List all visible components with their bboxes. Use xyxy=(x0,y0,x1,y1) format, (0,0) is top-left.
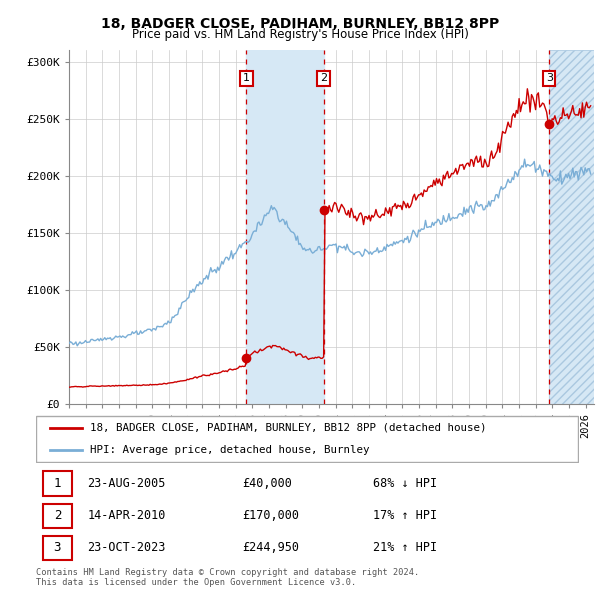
Bar xyxy=(247,50,324,404)
Text: 2: 2 xyxy=(53,509,61,522)
Text: 18, BADGER CLOSE, PADIHAM, BURNLEY, BB12 8PP (detached house): 18, BADGER CLOSE, PADIHAM, BURNLEY, BB12… xyxy=(91,423,487,433)
Text: 3: 3 xyxy=(53,542,61,555)
Text: Price paid vs. HM Land Registry's House Price Index (HPI): Price paid vs. HM Land Registry's House … xyxy=(131,28,469,41)
FancyBboxPatch shape xyxy=(43,471,73,496)
Text: £244,950: £244,950 xyxy=(242,542,299,555)
Text: 3: 3 xyxy=(546,74,553,83)
Bar xyxy=(549,50,594,404)
Text: HPI: Average price, detached house, Burnley: HPI: Average price, detached house, Burn… xyxy=(91,445,370,455)
Text: 68% ↓ HPI: 68% ↓ HPI xyxy=(373,477,437,490)
Text: 18, BADGER CLOSE, PADIHAM, BURNLEY, BB12 8PP: 18, BADGER CLOSE, PADIHAM, BURNLEY, BB12… xyxy=(101,17,499,31)
Text: 14-APR-2010: 14-APR-2010 xyxy=(88,509,166,522)
Text: 1: 1 xyxy=(53,477,61,490)
Text: 1: 1 xyxy=(243,74,250,83)
FancyBboxPatch shape xyxy=(43,504,73,528)
Text: 21% ↑ HPI: 21% ↑ HPI xyxy=(373,542,437,555)
Text: £170,000: £170,000 xyxy=(242,509,299,522)
Text: 17% ↑ HPI: 17% ↑ HPI xyxy=(373,509,437,522)
Text: 23-OCT-2023: 23-OCT-2023 xyxy=(88,542,166,555)
Bar xyxy=(549,50,594,404)
FancyBboxPatch shape xyxy=(43,536,73,560)
Text: £40,000: £40,000 xyxy=(242,477,292,490)
Text: 23-AUG-2005: 23-AUG-2005 xyxy=(88,477,166,490)
FancyBboxPatch shape xyxy=(36,416,578,462)
Text: 2: 2 xyxy=(320,74,328,83)
Text: Contains HM Land Registry data © Crown copyright and database right 2024.
This d: Contains HM Land Registry data © Crown c… xyxy=(36,568,419,587)
